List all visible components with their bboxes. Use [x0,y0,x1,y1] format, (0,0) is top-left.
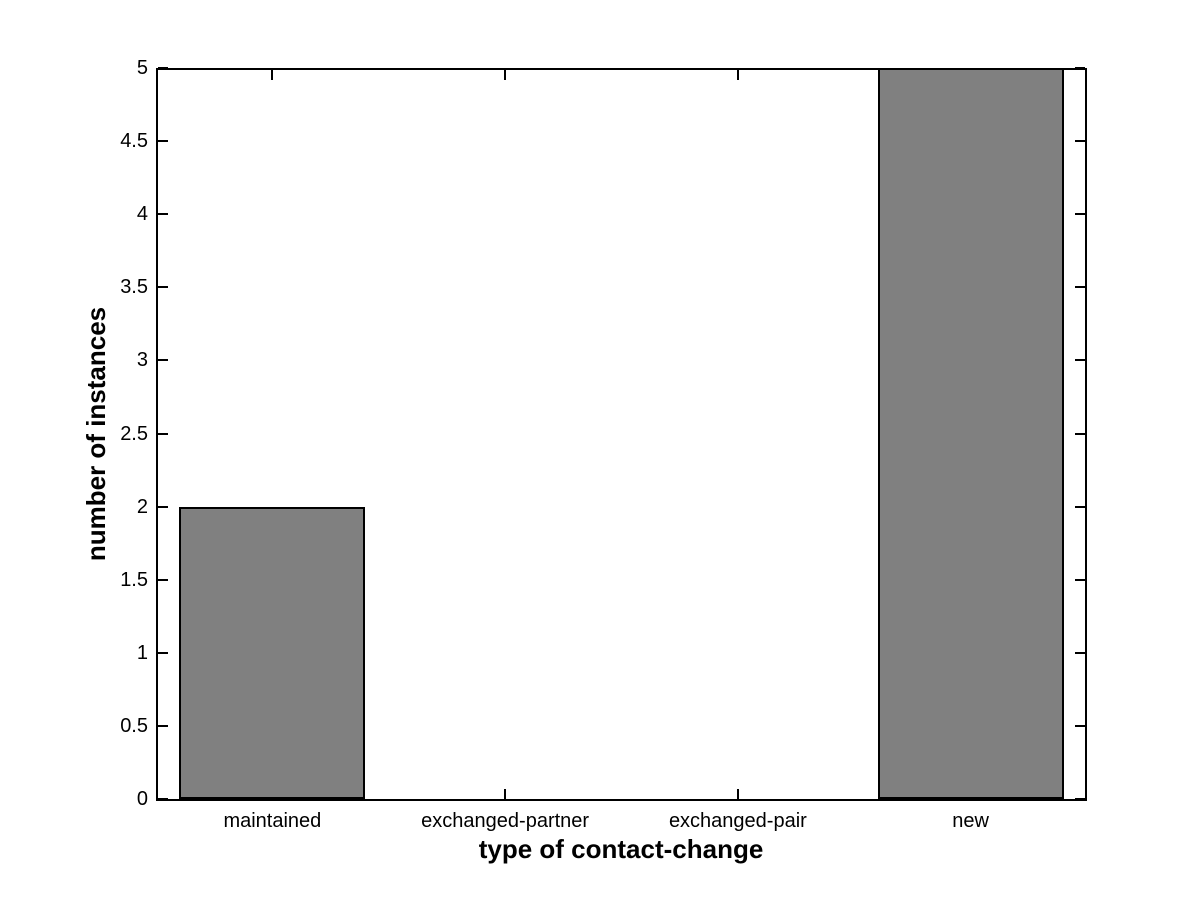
y-axis-tick-right [1075,286,1085,289]
y-axis-tick [158,724,168,727]
y-axis-tick [158,359,168,362]
y-axis-tick [158,67,168,69]
y-axis-tick [158,651,168,654]
y-tick-label: 2 [136,495,148,518]
y-tick-label: 1.5 [120,568,148,591]
y-axis-tick-right [1075,505,1085,508]
y-axis-tick [158,578,168,581]
x-axis-tick [504,789,507,799]
x-axis-tick-top [504,70,507,80]
y-axis-tick [158,286,168,289]
y-tick-label: 0 [136,788,148,810]
y-tick-label: 4.5 [120,130,148,153]
y-tick-label: 3 [136,349,148,372]
x-axis-tick [736,789,739,799]
x-tick-label: exchanged-pair [668,810,807,832]
plot-area [156,68,1087,801]
y-axis-tick-right [1075,578,1085,581]
y-tick-label: 2.5 [120,422,148,445]
y-tick-label: 5 [136,57,148,79]
bar-new [877,68,1064,799]
x-tick-label: maintained [223,810,322,832]
y-axis-tick-right [1075,432,1085,435]
y-tick-label: 3.5 [120,276,148,299]
y-axis-tick-right [1075,67,1085,69]
y-tick-label: 4 [136,203,148,226]
y-axis-tick [158,432,168,435]
x-axis-tick-top [271,70,274,80]
y-tick-label: 1 [136,641,148,664]
bar-maintained [179,506,366,799]
y-axis-tick-right [1075,359,1085,362]
x-tick-label: new [952,810,989,832]
y-axis-tick-right [1075,724,1085,727]
y-axis-tick [158,505,168,508]
y-axis-tick [158,213,168,216]
y-axis-tick-right [1075,798,1085,800]
x-axis-label: type of contact-change [478,834,764,864]
y-axis-tick [158,140,168,143]
y-axis-tick-right [1075,140,1085,143]
y-axis-tick-right [1075,651,1085,654]
x-tick-label: exchanged-partner [421,810,590,832]
y-axis-tick [158,798,168,800]
y-axis-tick-right [1075,213,1085,216]
x-axis-tick-top [736,70,739,80]
y-tick-label: 0.5 [120,714,148,737]
